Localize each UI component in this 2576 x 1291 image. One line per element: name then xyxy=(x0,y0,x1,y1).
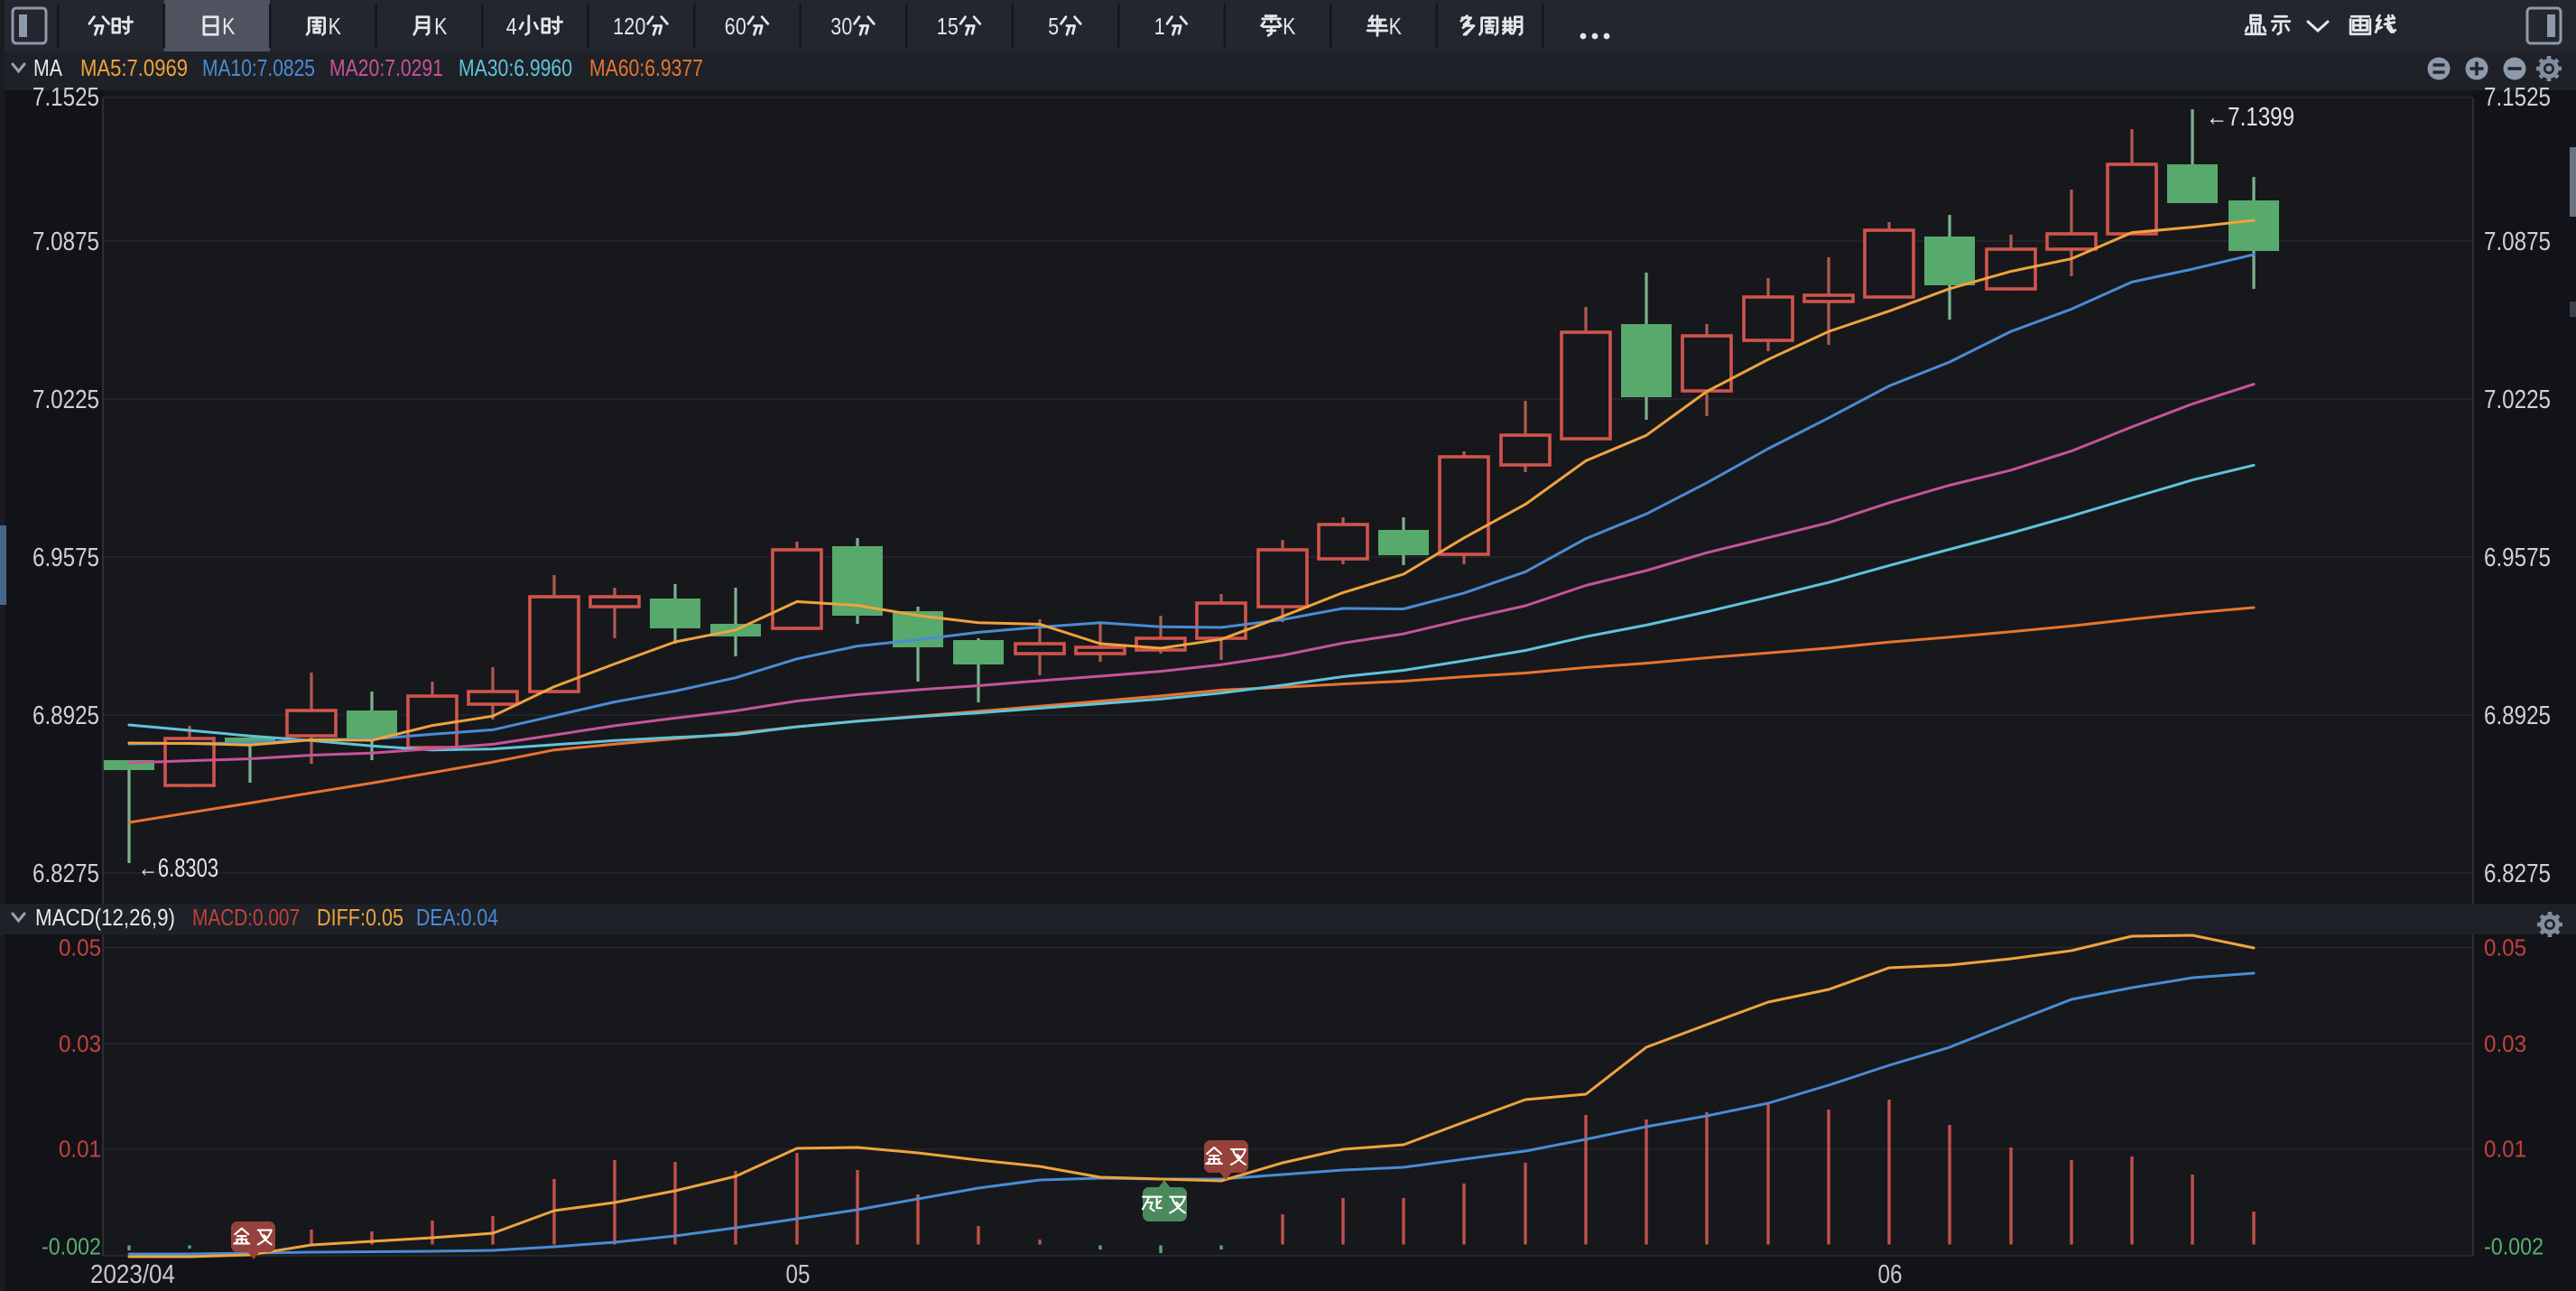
svg-text:MA30:6.9960: MA30:6.9960 xyxy=(459,55,572,81)
svg-text:K: K xyxy=(1283,14,1296,39)
svg-text:6.8925: 6.8925 xyxy=(32,701,99,729)
svg-text:0: 0 xyxy=(736,14,746,39)
svg-text:DIFF:0.05: DIFF:0.05 xyxy=(317,905,403,931)
svg-text:1: 1 xyxy=(1154,14,1165,39)
svg-text:6.8275: 6.8275 xyxy=(32,859,99,887)
svg-text:6: 6 xyxy=(725,14,736,39)
svg-text:2: 2 xyxy=(624,14,635,39)
svg-text:MACD:0.007: MACD:0.007 xyxy=(192,905,300,931)
svg-text:0: 0 xyxy=(635,14,645,39)
svg-text:0.03: 0.03 xyxy=(59,1031,101,1057)
svg-text:7.0225: 7.0225 xyxy=(32,385,99,413)
svg-text:←7.1399: ←7.1399 xyxy=(2206,102,2294,131)
svg-text:06: 06 xyxy=(1878,1259,1903,1288)
svg-text:MA60:6.9377: MA60:6.9377 xyxy=(589,55,703,81)
svg-text:MA10:7.0825: MA10:7.0825 xyxy=(202,55,315,81)
svg-text:-0.002: -0.002 xyxy=(42,1234,101,1260)
svg-text:DEA:0.04: DEA:0.04 xyxy=(416,905,498,931)
svg-text:05: 05 xyxy=(786,1259,811,1288)
svg-text:1: 1 xyxy=(613,14,624,39)
svg-text:7.0225: 7.0225 xyxy=(2484,385,2551,413)
svg-text:7.0875: 7.0875 xyxy=(2484,227,2551,255)
svg-text:MA20:7.0291: MA20:7.0291 xyxy=(329,55,443,81)
svg-text:6.8275: 6.8275 xyxy=(2484,859,2551,887)
svg-text:K: K xyxy=(222,14,236,39)
svg-text:K: K xyxy=(434,14,448,39)
svg-text:7.1525: 7.1525 xyxy=(32,82,99,111)
svg-text:MA: MA xyxy=(33,55,62,81)
svg-text:1: 1 xyxy=(937,14,948,39)
svg-text:MA5:7.0969: MA5:7.0969 xyxy=(80,55,188,81)
svg-text:5: 5 xyxy=(1048,14,1059,39)
svg-text:2023/04: 2023/04 xyxy=(90,1259,175,1288)
svg-text:-0.002: -0.002 xyxy=(2484,1234,2544,1260)
svg-text:0.01: 0.01 xyxy=(2484,1137,2526,1163)
svg-text:6.8925: 6.8925 xyxy=(2484,701,2551,729)
svg-text:0.05: 0.05 xyxy=(2484,935,2526,961)
svg-text:0.05: 0.05 xyxy=(59,935,101,961)
svg-text:K: K xyxy=(1389,14,1403,39)
svg-text:7.1525: 7.1525 xyxy=(2484,82,2551,111)
svg-text:K: K xyxy=(329,14,342,39)
svg-text:0.01: 0.01 xyxy=(59,1137,101,1163)
svg-text:6.9575: 6.9575 xyxy=(2484,543,2551,571)
svg-text:3: 3 xyxy=(830,14,841,39)
svg-text:0.03: 0.03 xyxy=(2484,1031,2526,1057)
svg-text:7.0875: 7.0875 xyxy=(32,227,99,255)
svg-text:MACD(12,26,9): MACD(12,26,9) xyxy=(35,905,175,931)
svg-text:4: 4 xyxy=(506,14,517,39)
svg-text:←6.8303: ←6.8303 xyxy=(138,853,218,882)
svg-text:0: 0 xyxy=(841,14,852,39)
svg-text:5: 5 xyxy=(948,14,959,39)
svg-text:6.9575: 6.9575 xyxy=(32,543,99,571)
